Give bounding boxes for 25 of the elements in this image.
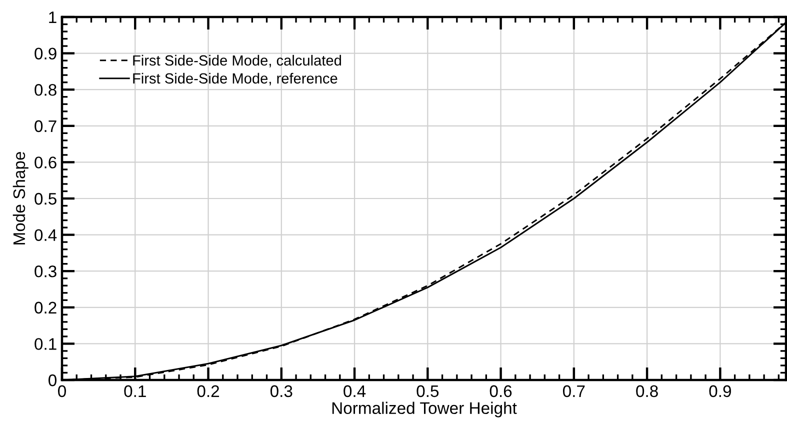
- legend-label: First Side-Side Mode, calculated: [133, 54, 341, 68]
- x-tick-label: 0.5: [416, 385, 439, 398]
- y-tick-label: 0.3: [34, 266, 56, 278]
- x-tick-label: 0.1: [124, 385, 146, 398]
- x-tick-label: 0.2: [197, 385, 220, 398]
- x-tick-label: 0.4: [344, 385, 366, 398]
- y-tick-label: 0.1: [34, 338, 56, 350]
- x-tick-label: 0.3: [270, 385, 292, 398]
- y-tick-label: 0: [48, 374, 56, 386]
- y-tick-label: 0.6: [34, 156, 56, 168]
- y-tick-label: 0.9: [34, 48, 56, 60]
- y-tick-label: 1: [49, 12, 56, 24]
- y-axis-title: Mode Shape: [12, 152, 28, 244]
- x-axis-title: Normalized Tower Height: [332, 402, 517, 418]
- x-tick-label: 0: [58, 385, 66, 398]
- x-tick-label: 0.9: [709, 385, 731, 398]
- legend-label: First Side-Side Mode, reference: [133, 72, 338, 86]
- y-tick-label: 0.5: [34, 192, 56, 205]
- y-tick-label: 0.2: [34, 302, 56, 314]
- y-tick-label: 0.4: [34, 229, 57, 242]
- y-tick-label: 0.7: [34, 120, 56, 132]
- x-tick-label: 0.6: [490, 385, 512, 398]
- y-tick-label: 0.8: [34, 84, 56, 96]
- x-tick-label: 0.7: [562, 385, 585, 398]
- x-tick-label: 0.8: [636, 385, 658, 398]
